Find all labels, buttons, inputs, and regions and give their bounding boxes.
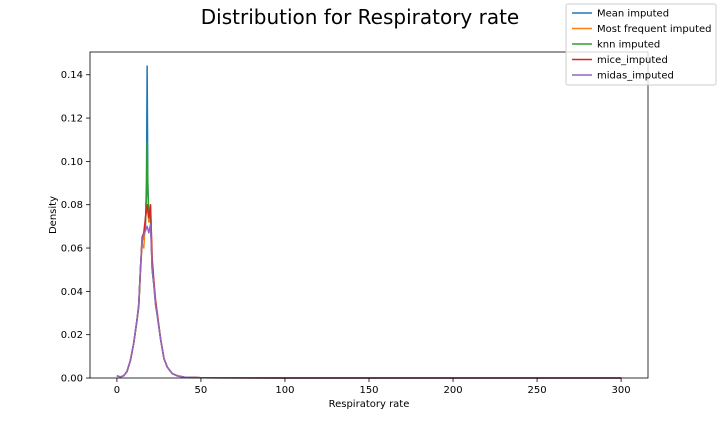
y-tick-label: 0.12 bbox=[61, 114, 83, 125]
legend-item: mice_imputed bbox=[572, 55, 668, 66]
legend-item: knn imputed bbox=[572, 40, 660, 51]
y-axis-label: Density bbox=[48, 196, 59, 234]
legend-entries: Mean imputed Most frequent imputed knn imp… bbox=[572, 9, 712, 82]
legend-item: Mean imputed bbox=[572, 9, 669, 20]
x-tick-label: 50 bbox=[195, 385, 208, 396]
y-tick-label: 0.08 bbox=[61, 200, 83, 211]
legend: Mean imputed Most frequent imputed knn imp… bbox=[565, 3, 717, 86]
y-axis: 0.00 0.02 0.04 0.06 0.08 0.10 0.12 0.14 bbox=[61, 70, 90, 385]
y-tick-label: 0.10 bbox=[61, 157, 83, 168]
x-tick-label: 0 bbox=[114, 385, 120, 396]
series-line-midas-imputed bbox=[116, 223, 622, 379]
y-tick-label: 0.04 bbox=[61, 287, 83, 298]
y-tick-label: 0.02 bbox=[61, 330, 83, 341]
legend-label: Mean imputed bbox=[597, 9, 669, 20]
x-axis: 0 50 100 150 200 250 300 bbox=[114, 378, 631, 396]
series-layer bbox=[116, 65, 622, 379]
legend-label: Most frequent imputed bbox=[597, 24, 712, 35]
legend-label: midas_imputed bbox=[597, 71, 674, 82]
legend-item: Most frequent imputed bbox=[572, 24, 712, 35]
legend-frame bbox=[565, 3, 717, 86]
y-tick-label: 0.00 bbox=[61, 374, 83, 385]
y-tick-label: 0.14 bbox=[61, 70, 83, 81]
y-tick-label: 0.06 bbox=[61, 244, 83, 255]
x-axis-label: Respiratory rate bbox=[329, 399, 410, 410]
x-tick-label: 100 bbox=[275, 385, 294, 396]
legend-item: midas_imputed bbox=[572, 71, 674, 82]
x-tick-label: 150 bbox=[359, 385, 378, 396]
chart-title: Distribution for Respiratory rate bbox=[201, 5, 519, 29]
x-tick-label: 200 bbox=[443, 385, 462, 396]
legend-label: mice_imputed bbox=[597, 55, 668, 66]
x-tick-label: 300 bbox=[612, 385, 631, 396]
legend-label: knn imputed bbox=[597, 40, 660, 51]
x-tick-label: 250 bbox=[528, 385, 547, 396]
